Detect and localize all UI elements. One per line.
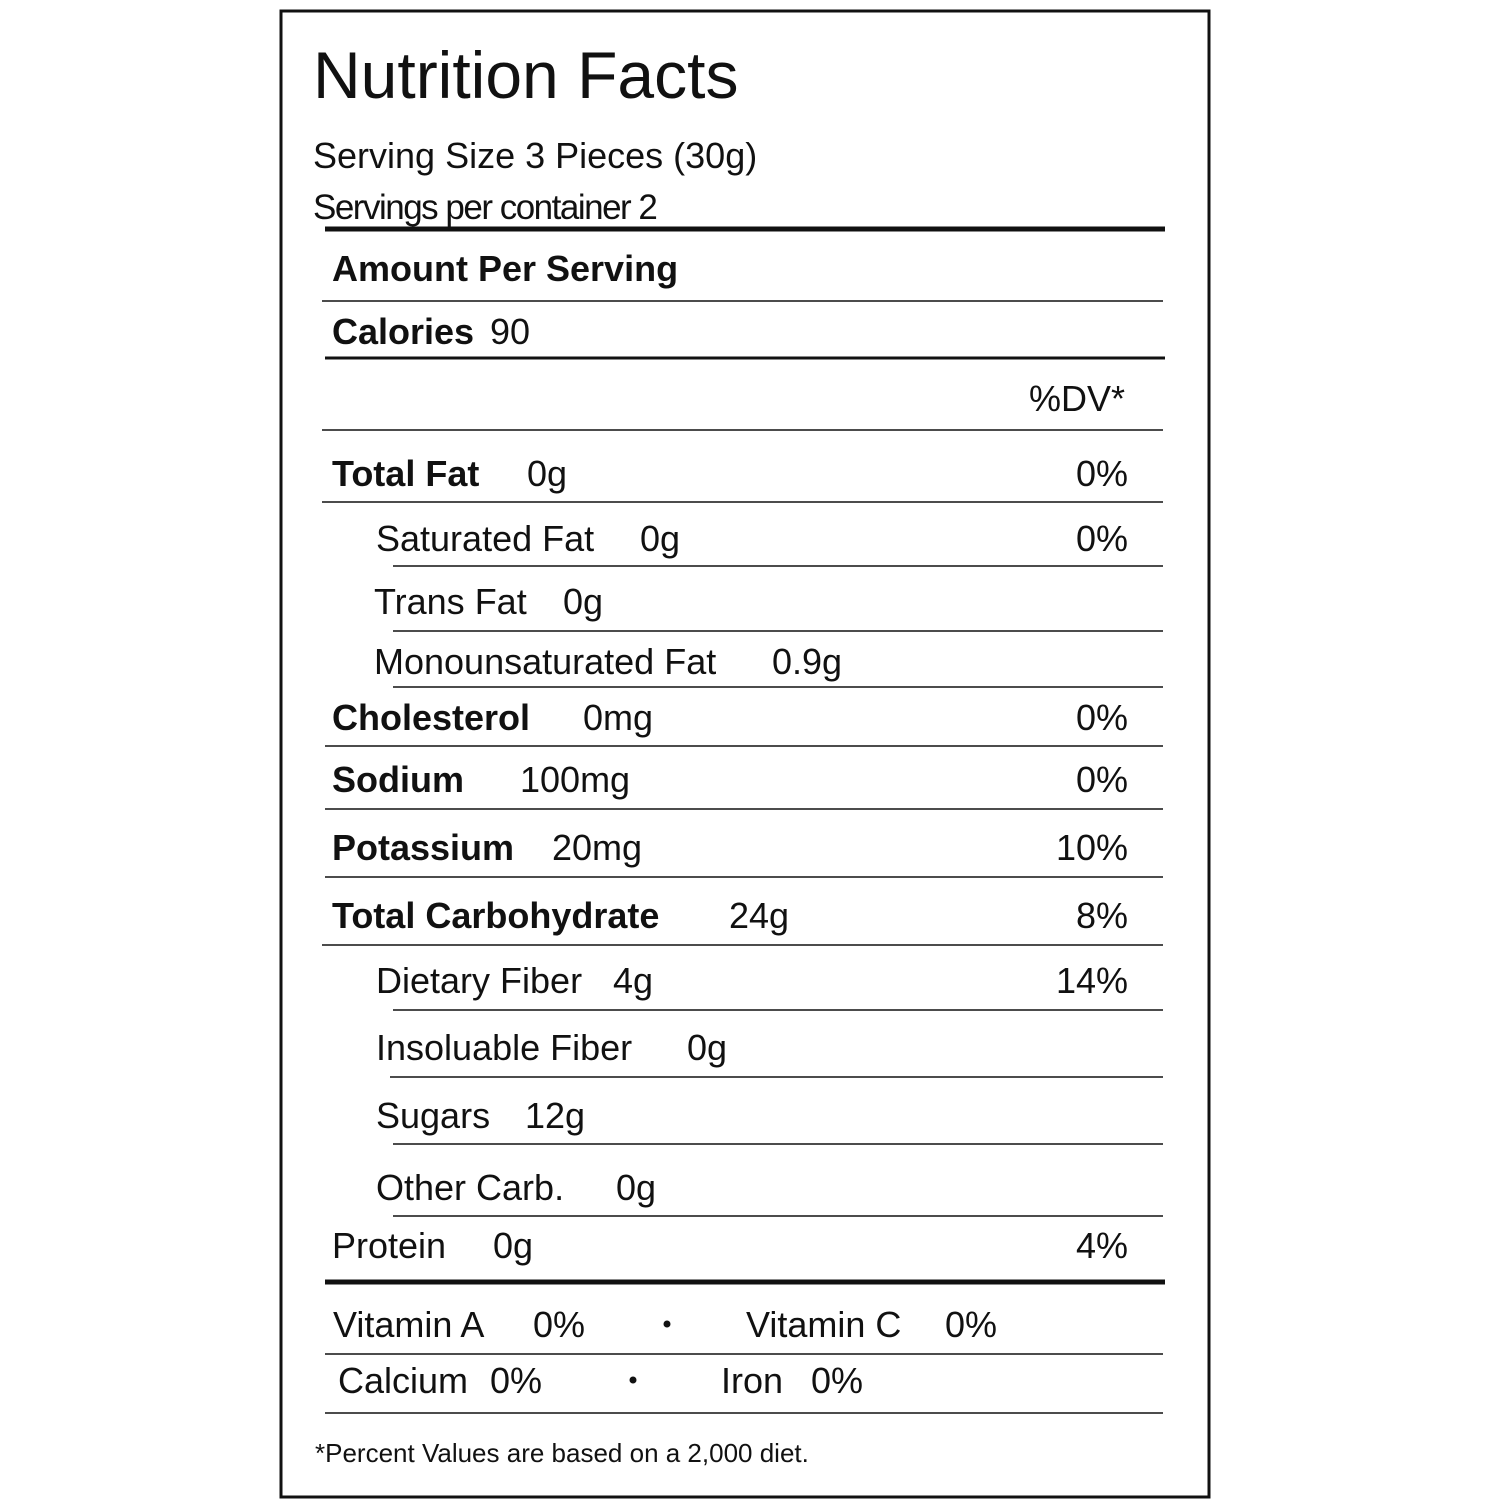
nutrient-name: Sugars — [376, 1095, 490, 1136]
nutrient-dv: 0% — [1076, 697, 1128, 738]
vitamin-name: Iron — [721, 1360, 783, 1401]
nutrient-name: Dietary Fiber — [376, 960, 582, 1001]
nutrient-amount: 0.9g — [772, 641, 842, 682]
nutrient-name: Protein — [332, 1225, 446, 1266]
nutrient-amount: 24g — [729, 895, 789, 936]
nutrient-name: Sodium — [332, 759, 464, 800]
nutrient-amount: 4g — [613, 960, 653, 1001]
serving-size: Serving Size 3 Pieces (30g) — [313, 135, 757, 176]
bullet — [629, 1376, 637, 1384]
vitamin-name: Vitamin C — [746, 1304, 901, 1345]
servings-per-container: Servings per container 2 — [313, 188, 656, 227]
vitamin-value: 0% — [945, 1304, 997, 1345]
vitamin-name: Calcium — [338, 1360, 468, 1401]
nutrient-name: Monounsaturated Fat — [374, 641, 716, 682]
nutrient-amount: 0mg — [583, 697, 653, 738]
nutrient-dv: 0% — [1076, 518, 1128, 559]
nutrient-amount: 0g — [640, 518, 680, 559]
nutrient-name: Cholesterol — [332, 697, 530, 738]
nutrient-dv: 0% — [1076, 453, 1128, 494]
title: Nutrition Facts — [313, 38, 738, 112]
nutrient-dv: 4% — [1076, 1225, 1128, 1266]
nutrient-name: Potassium — [332, 827, 514, 868]
nutrient-dv: 0% — [1076, 759, 1128, 800]
footnote: *Percent Values are based on a 2,000 die… — [315, 1438, 809, 1468]
nutrient-amount: 12g — [525, 1095, 585, 1136]
nutrient-name: Total Fat — [332, 453, 479, 494]
nutrient-name: Saturated Fat — [376, 518, 594, 559]
vitamin-value: 0% — [490, 1360, 542, 1401]
nutrient-dv: 10% — [1056, 827, 1128, 868]
nutrient-amount: 0g — [527, 453, 567, 494]
nutrient-dv: 14% — [1056, 960, 1128, 1001]
nutrient-amount: 0g — [563, 581, 603, 622]
nutrient-amount: 20mg — [552, 827, 642, 868]
vitamin-value: 0% — [533, 1304, 585, 1345]
nutrient-amount: 0g — [493, 1225, 533, 1266]
nutrient-amount: 0g — [616, 1167, 656, 1208]
dv-header: %DV* — [1029, 378, 1125, 419]
nutrient-name: Insoluable Fiber — [376, 1027, 632, 1068]
bullet — [663, 1320, 671, 1328]
nutrient-name: Total Carbohydrate — [332, 895, 659, 936]
amount-per-serving: Amount Per Serving — [332, 248, 678, 289]
nutrient-amount: 0g — [687, 1027, 727, 1068]
calories-value: 90 — [490, 311, 530, 352]
nutrient-name: Other Carb. — [376, 1167, 564, 1208]
label-border — [279, 9, 1211, 1499]
vitamin-name: Vitamin A — [333, 1304, 484, 1345]
nutrient-dv: 8% — [1076, 895, 1128, 936]
vitamin-value: 0% — [811, 1360, 863, 1401]
calories-label: Calories — [332, 311, 474, 352]
nutrient-amount: 100mg — [520, 759, 630, 800]
nutrient-name: Trans Fat — [374, 581, 527, 622]
